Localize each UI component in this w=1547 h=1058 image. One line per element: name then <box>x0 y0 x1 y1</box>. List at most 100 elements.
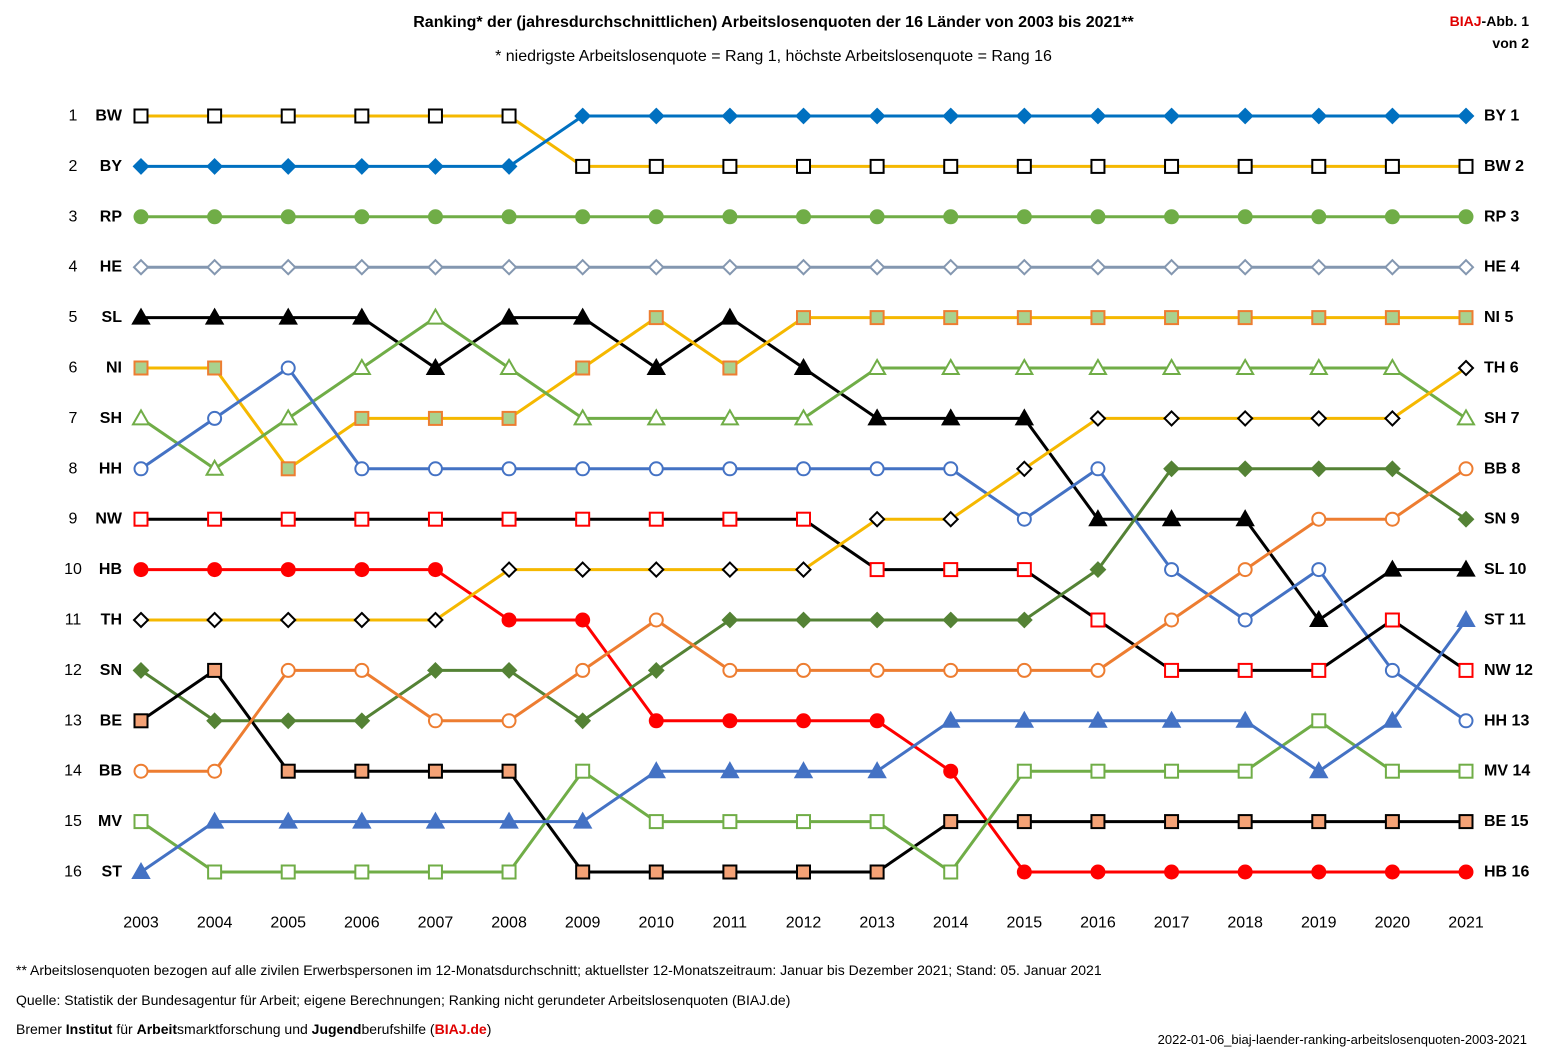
marker-ni <box>943 310 959 326</box>
left-state-label: RP <box>100 208 123 225</box>
marker-bw <box>796 158 811 174</box>
marker-th <box>279 611 297 629</box>
marker-sn <box>353 712 371 730</box>
badge-number: -Abb. 1 <box>1481 13 1529 29</box>
marker-st <box>867 761 887 779</box>
marker-he <box>427 258 444 276</box>
marker-he <box>353 258 371 276</box>
series-line-mv <box>140 719 1466 874</box>
marker-sl <box>425 357 446 375</box>
marker-mv <box>648 814 664 830</box>
rank-tick-label: 2 <box>69 158 78 175</box>
marker-ni <box>796 310 811 326</box>
marker-he <box>1089 258 1107 276</box>
marker-bw <box>575 158 591 174</box>
rank-tick-label: 12 <box>64 662 82 679</box>
marker-st <box>1161 710 1182 728</box>
rank-tick-label: 1 <box>69 108 78 125</box>
marker-sh <box>1456 408 1476 426</box>
year-tick-label: 2008 <box>491 915 527 932</box>
marker-he <box>279 258 297 276</box>
ranking-chart: 1 BW BY 1 2 BY BW 2 3 RP RP 3 4 HE HE 4 5 SL NI 5 6 NI TH… <box>64 107 1533 932</box>
marker-sl <box>646 357 667 375</box>
marker-th <box>1089 409 1107 427</box>
marker-st <box>940 710 961 728</box>
marker-hb <box>722 713 738 729</box>
marker-bb <box>1164 612 1180 628</box>
marker-rp <box>280 209 296 225</box>
marker-rp <box>1311 209 1327 225</box>
year-tick-label: 2010 <box>638 915 674 932</box>
marker-hh <box>1237 612 1253 628</box>
marker-ni <box>280 461 296 477</box>
marker-st <box>131 861 151 879</box>
marker-st <box>1088 710 1108 728</box>
marker-mv <box>207 864 223 880</box>
file-id: 2022-01-06_biaj-laender-ranking-arbeitsl… <box>1157 1032 1527 1047</box>
marker-st <box>720 761 740 779</box>
marker-sn <box>868 611 886 629</box>
marker-bw <box>1384 158 1400 174</box>
marker-ni <box>869 310 885 326</box>
marker-bw <box>207 108 223 124</box>
marker-st <box>646 761 667 779</box>
marker-st <box>1382 710 1403 728</box>
right-state-label: BB 8 <box>1484 460 1521 477</box>
org-part: berufshilfe ( <box>361 1021 435 1037</box>
marker-hb <box>1384 864 1400 880</box>
marker-he <box>132 258 150 276</box>
marker-rp <box>207 209 223 225</box>
marker-by <box>721 107 739 125</box>
marker-by <box>868 107 886 125</box>
marker-mv <box>722 814 738 830</box>
marker-bw <box>133 108 149 124</box>
marker-th <box>647 561 665 579</box>
marker-nw <box>575 511 591 527</box>
marker-st <box>793 761 814 779</box>
marker-rp <box>354 209 370 225</box>
org-bold: Arbeit <box>136 1021 178 1037</box>
marker-ni <box>501 410 517 426</box>
marker-sn <box>279 712 297 730</box>
marker-rp <box>1164 209 1180 225</box>
marker-nw <box>1458 662 1474 678</box>
marker-ni <box>1384 310 1400 326</box>
marker-bb <box>133 763 149 779</box>
series-line-nw <box>141 517 1467 672</box>
marker-ni <box>133 360 149 376</box>
marker-hb <box>1016 864 1032 880</box>
marker-bb <box>869 662 885 678</box>
marker-sh <box>352 357 372 375</box>
marker-sl <box>572 307 593 325</box>
rank-tick-label: 16 <box>64 864 82 881</box>
left-state-label: BY <box>100 158 123 175</box>
marker-hb <box>796 713 811 729</box>
marker-ni <box>1090 310 1106 326</box>
marker-mv <box>280 864 296 880</box>
marker-be <box>575 864 591 880</box>
marker-th <box>1015 460 1033 478</box>
marker-sl <box>720 307 740 325</box>
marker-th <box>427 611 444 629</box>
right-state-label: TH 6 <box>1484 360 1519 377</box>
marker-hb <box>501 612 517 628</box>
marker-hb <box>1237 864 1253 880</box>
marker-mv <box>501 864 517 880</box>
marker-hh <box>648 461 664 477</box>
marker-by <box>1310 107 1328 125</box>
marker-mv <box>1384 763 1400 779</box>
marker-sh <box>720 408 740 426</box>
marker-bb <box>648 612 664 628</box>
series-line-th <box>141 366 1467 622</box>
marker-th <box>1310 409 1328 427</box>
marker-bb <box>1384 511 1400 527</box>
year-tick-label: 2015 <box>1007 915 1043 932</box>
marker-be <box>501 763 517 779</box>
marker-th <box>1457 359 1475 377</box>
org-link[interactable]: BIAJ.de <box>434 1021 487 1037</box>
right-state-label: NW 12 <box>1484 662 1533 679</box>
marker-sn <box>1457 510 1475 528</box>
year-tick-label: 2003 <box>123 915 159 932</box>
marker-ni <box>722 360 738 376</box>
marker-sh <box>646 408 667 426</box>
